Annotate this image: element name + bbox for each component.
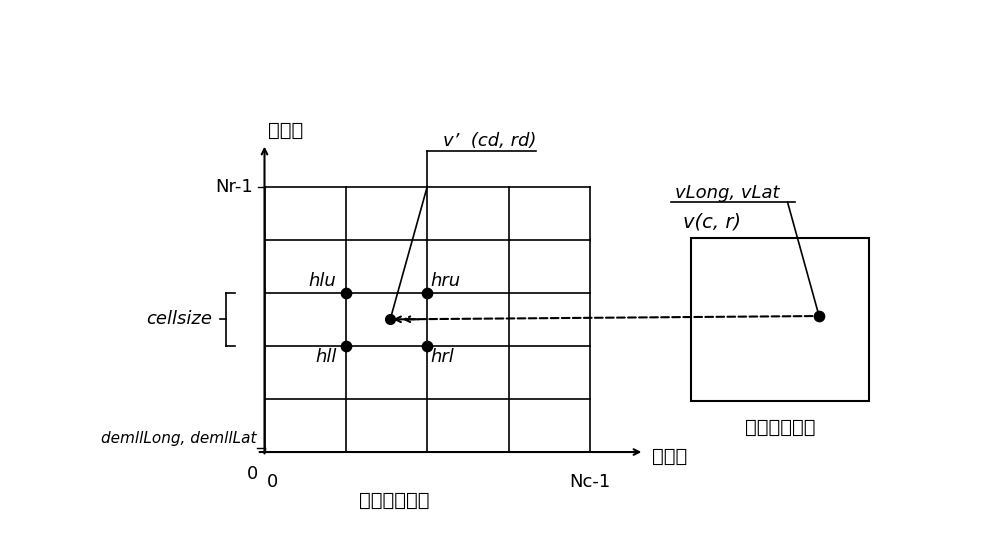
Text: cellsize: cellsize <box>146 310 212 328</box>
Text: hrl: hrl <box>430 349 454 366</box>
Point <box>382 315 398 324</box>
Point <box>338 341 354 350</box>
Bar <box>691 238 869 401</box>
Text: 行坐标: 行坐标 <box>268 121 304 140</box>
Text: demllLong, demllLat: demllLong, demllLat <box>101 430 257 445</box>
Text: hru: hru <box>430 272 460 290</box>
Text: Nc-1: Nc-1 <box>569 473 611 492</box>
Point <box>811 311 827 320</box>
Text: 数字高程模型: 数字高程模型 <box>359 490 430 509</box>
Text: hll: hll <box>315 349 337 366</box>
Text: vLong, vLat: vLong, vLat <box>675 183 780 202</box>
Point <box>419 289 435 297</box>
Text: 0: 0 <box>267 473 278 492</box>
Text: v(c, r): v(c, r) <box>683 212 741 231</box>
Text: 列坐标: 列坐标 <box>652 447 687 466</box>
Text: 地形规则网格: 地形规则网格 <box>745 418 815 437</box>
Point <box>419 341 435 350</box>
Point <box>338 289 354 297</box>
Text: v’  (cd, rd): v’ (cd, rd) <box>443 132 536 150</box>
Text: Nr-1: Nr-1 <box>215 177 253 196</box>
Text: 0: 0 <box>247 465 258 483</box>
Text: hlu: hlu <box>309 272 337 290</box>
